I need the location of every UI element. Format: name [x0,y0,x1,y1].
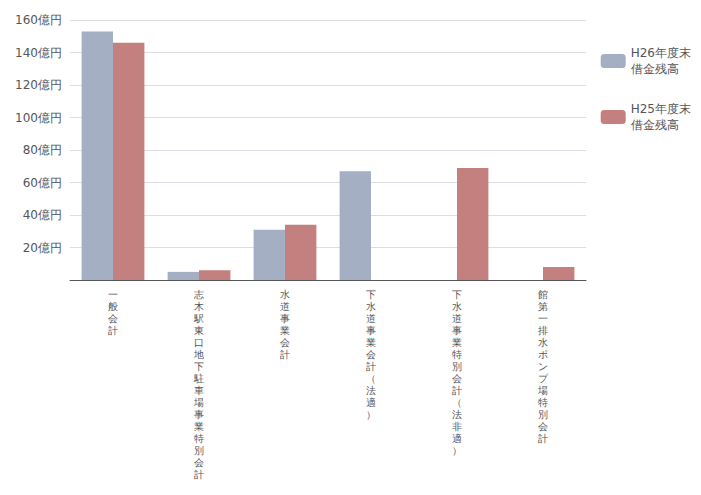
svg-text:口: 口 [194,337,204,348]
svg-text:H25年度末: H25年度末 [631,102,691,116]
svg-text:下: 下 [366,289,376,300]
svg-text:般: 般 [108,301,118,312]
svg-text:場: 場 [193,397,204,408]
svg-text:車: 車 [194,385,204,396]
svg-text:計: 計 [452,385,462,396]
svg-text:木: 木 [194,301,204,312]
svg-text:道: 道 [366,313,376,324]
svg-text:特: 特 [452,349,462,360]
svg-text:非: 非 [452,421,462,432]
svg-text:ン: ン [538,361,548,372]
svg-text:東: 東 [194,325,204,336]
svg-text:140億円: 140億円 [15,46,62,60]
svg-text:別: 別 [538,409,548,420]
svg-text:業: 業 [452,337,462,348]
svg-text:道: 道 [452,313,462,324]
svg-text:法: 法 [366,385,376,396]
svg-text:駅: 駅 [193,313,204,324]
svg-text:道: 道 [280,301,290,312]
svg-text:駐: 駐 [193,373,204,384]
svg-text:水: 水 [280,289,290,300]
svg-text:第: 第 [538,301,548,312]
svg-text:水: 水 [538,337,548,348]
svg-text:事: 事 [280,313,290,324]
svg-text:会: 会 [366,349,376,360]
svg-text:40億円: 40億円 [23,208,62,222]
svg-text:業: 業 [280,325,290,336]
svg-text:業: 業 [366,337,376,348]
svg-text:借金残高: 借金残高 [631,62,679,76]
svg-text:館: 館 [538,289,548,300]
svg-text:会: 会 [108,313,118,324]
svg-text:120億円: 120億円 [15,78,62,92]
svg-text:20億円: 20億円 [23,241,62,255]
svg-text:場: 場 [537,385,548,396]
svg-text:60億円: 60億円 [23,176,62,190]
svg-text:80億円: 80億円 [23,143,62,157]
svg-text:会: 会 [538,421,548,432]
svg-text:事: 事 [194,409,204,420]
svg-text:地: 地 [193,349,204,360]
svg-text:100億円: 100億円 [15,111,62,125]
svg-text:特: 特 [538,397,548,408]
svg-text:160億円: 160億円 [15,13,62,27]
svg-text:事: 事 [366,325,376,336]
svg-text:事: 事 [452,325,462,336]
svg-text:別: 別 [452,361,462,372]
svg-text:会: 会 [280,337,290,348]
svg-text:（: （ [366,373,376,384]
svg-text:適: 適 [452,433,462,444]
svg-text:志: 志 [194,289,204,300]
svg-text:一: 一 [538,313,548,324]
svg-text:H26年度末: H26年度末 [631,46,691,60]
svg-text:計: 計 [280,349,290,360]
svg-text:会: 会 [194,457,204,468]
svg-text:）: ） [366,409,376,420]
svg-text:（: （ [452,397,462,408]
svg-text:法: 法 [452,409,462,420]
svg-text:ポ: ポ [538,349,548,360]
svg-text:）: ） [452,445,462,456]
svg-text:排: 排 [538,325,548,336]
svg-text:借金残高: 借金残高 [631,118,679,132]
svg-text:会: 会 [452,373,462,384]
svg-text:計: 計 [194,469,204,480]
svg-text:計: 計 [366,361,376,372]
svg-text:計: 計 [108,325,118,336]
svg-text:業: 業 [194,421,204,432]
svg-text:水: 水 [452,301,462,312]
svg-text:計: 計 [538,433,548,444]
svg-text:下: 下 [452,289,462,300]
svg-text:別: 別 [194,445,204,456]
svg-text:水: 水 [366,301,376,312]
svg-text:特: 特 [194,433,204,444]
svg-text:一: 一 [108,289,118,300]
svg-text:下: 下 [194,361,204,372]
svg-text:プ: プ [538,373,549,384]
svg-text:適: 適 [366,397,376,408]
